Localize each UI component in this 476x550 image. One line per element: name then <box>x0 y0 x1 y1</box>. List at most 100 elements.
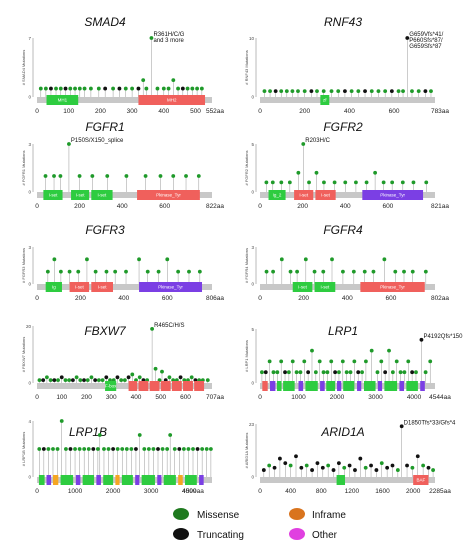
domain-label-fgfr3-3: Pkinase_Tyr <box>158 285 183 290</box>
mutation-missense-fgfr2-13 <box>373 170 378 175</box>
x-tick-arid1a-4: 1600 <box>375 488 390 495</box>
annotation-lrp1-0: P4192Qfs*150 <box>423 334 463 340</box>
panel-title-rnf43: RNF43 <box>324 15 362 29</box>
mutation-missense-arid1a-16 <box>342 465 347 470</box>
mutation-truncating-arid1a-4 <box>278 456 282 461</box>
mutation-truncating-smad4-15 <box>117 86 122 91</box>
mutation-missense-lrp1b-27 <box>151 447 156 451</box>
mutation-missense-lrp1b-16 <box>95 447 100 451</box>
protein-backbone-fgfr3 <box>37 284 212 290</box>
mutation-truncating-arid1a-14 <box>331 468 336 472</box>
mutation-missense-smad4-5 <box>58 86 63 91</box>
mutation-missense-lrp1-4 <box>260 370 264 375</box>
mutation-missense-fgfr1-12 <box>196 174 201 178</box>
mutation-missense-fgfr2-17 <box>411 180 416 185</box>
mutation-truncating-fbxw7-5 <box>52 378 57 383</box>
mutation-missense-fgfr3-1 <box>52 257 57 262</box>
domain-label-fgfr4-2: Pkinase_Tyr <box>380 285 405 290</box>
mutation-truncating-fbxw7-19 <box>104 375 109 380</box>
mutation-truncating-fbxw7-7 <box>59 375 64 380</box>
domain-lrp1b-16 <box>199 475 204 485</box>
domain-lrp1b-13 <box>163 475 176 485</box>
mutation-truncating-fbxw7-2 <box>41 378 46 383</box>
mutation-truncating-arid1a-8 <box>299 465 304 470</box>
mutation-missense-lrp1-31 <box>375 370 380 375</box>
domain-lrp1b-5 <box>82 475 95 485</box>
panel-rnf43: RNF43 # RNF43 Mutations 10 0 zf 0 200 400 600 783… <box>244 15 449 115</box>
domain-lrp1-0 <box>262 381 268 391</box>
mutation-missense-fgfr1-11 <box>184 174 188 178</box>
mutation-missense-lrp1b-25 <box>142 447 147 451</box>
mutation-truncating-fbxw7-25 <box>126 375 131 380</box>
domain-lrp1-3 <box>283 381 295 391</box>
mutation-missense-lrp1b-3 <box>168 433 173 437</box>
annotation-smad4-1: and 3 more <box>153 38 184 44</box>
mutation-missense-fgfr2-16 <box>400 180 405 185</box>
y-axis-label-fgfr3: # FGFR3 Mutations <box>21 248 26 283</box>
mutation-missense-smad4-17 <box>130 86 135 91</box>
domain-fbxw7-2 <box>138 381 149 391</box>
mutation-missense-fbxw7-8 <box>63 378 68 383</box>
mutation-truncating-arid1a-7 <box>294 454 298 459</box>
domain-fgfr1-1 <box>71 190 90 200</box>
domain-lrp1-11 <box>363 381 376 391</box>
mutation-truncating-lrp1b-36 <box>195 447 200 451</box>
domain-fbxw7-7 <box>194 381 205 391</box>
mutation-truncating-arid1a-17 <box>347 463 352 468</box>
mutation-missense-fgfr2-10 <box>343 180 348 185</box>
mutation-truncating-smad4-18 <box>136 86 141 91</box>
mutation-truncating-arid1a-31 <box>426 465 431 470</box>
mutation-missense-lrp1b-21 <box>120 447 125 451</box>
domain-label-rnf43-0: zf <box>323 98 327 103</box>
x-tick-arid1a-0: 0 <box>258 488 262 495</box>
mutation-missense-arid1a-2 <box>267 463 272 468</box>
mutation-missense-lrp1-23 <box>337 370 341 375</box>
mutation-missense-fgfr3-7 <box>104 269 109 274</box>
mutation-missense-smad4-0 <box>149 36 154 40</box>
y-tick-max-fgfr2: 5 <box>251 142 254 147</box>
mutation-truncating-fbxw7-13 <box>82 378 86 383</box>
domain-smad4-1 <box>138 95 206 105</box>
mutation-missense-smad4-27 <box>185 86 190 91</box>
mutation-truncating-lrp1-22 <box>333 370 337 375</box>
mutation-missense-fgfr3-15 <box>187 269 191 274</box>
mutation-missense-lrp1-36 <box>398 370 403 375</box>
y-tick-zero-smad4: 0 <box>28 95 31 100</box>
mutation-missense-fgfr1-2 <box>52 174 56 178</box>
mutation-missense-lrp1b-30 <box>165 447 170 451</box>
mutation-missense-fgfr2-1 <box>264 180 269 185</box>
mutation-missense-lrp1-30 <box>364 359 368 364</box>
mutation-missense-fgfr4-0 <box>264 269 269 274</box>
mutation-truncating-arid1a-21 <box>369 463 373 468</box>
mutation-missense-fgfr1-5 <box>90 174 95 178</box>
domain-fgfr3-0 <box>45 282 62 292</box>
protein-backbone-arid1a <box>260 477 435 483</box>
mutation-missense-lrp1b-9 <box>64 447 68 451</box>
domain-fbxw7-3 <box>149 381 160 391</box>
mutation-truncating-rnf43-0 <box>405 36 410 40</box>
annotation-rnf43-2: G659Sfs*87 <box>409 44 442 50</box>
mutation-missense-smad4-24 <box>171 78 176 83</box>
mutation-missense-smad4-7 <box>68 86 73 91</box>
mutation-truncating-fbxw7-16 <box>93 378 98 383</box>
protein-length-label-fgfr4: 802aa <box>431 295 449 302</box>
mutation-missense-fbxw7-45 <box>205 378 210 383</box>
x-tick-fgfr3-1: 200 <box>75 295 86 302</box>
domain-lrp1b-4 <box>75 475 81 485</box>
y-tick-max-fbxw7: 20 <box>26 324 32 329</box>
mutation-missense-lrp1-8 <box>275 370 280 375</box>
mutation-truncating-arid1a-24 <box>385 465 390 470</box>
mutation-missense-fbxw7-24 <box>122 378 127 383</box>
x-tick-fgfr2-2: 400 <box>340 203 351 210</box>
mutation-missense-lrp1b-37 <box>200 447 205 451</box>
domain-label-fgfr3-1: I-set <box>75 285 85 290</box>
domain-fbxw7-6 <box>183 381 193 391</box>
mutation-missense-fbxw7-4 <box>48 378 53 383</box>
x-tick-fgfr1-3: 600 <box>159 203 170 210</box>
mutation-missense-rnf43-18 <box>369 89 374 93</box>
y-tick-max-arid1a: 23 <box>249 422 255 427</box>
mutation-truncating-fbxw7-38 <box>178 375 183 380</box>
annotation-rnf43-0: G659Vfs*41/ <box>409 32 443 38</box>
